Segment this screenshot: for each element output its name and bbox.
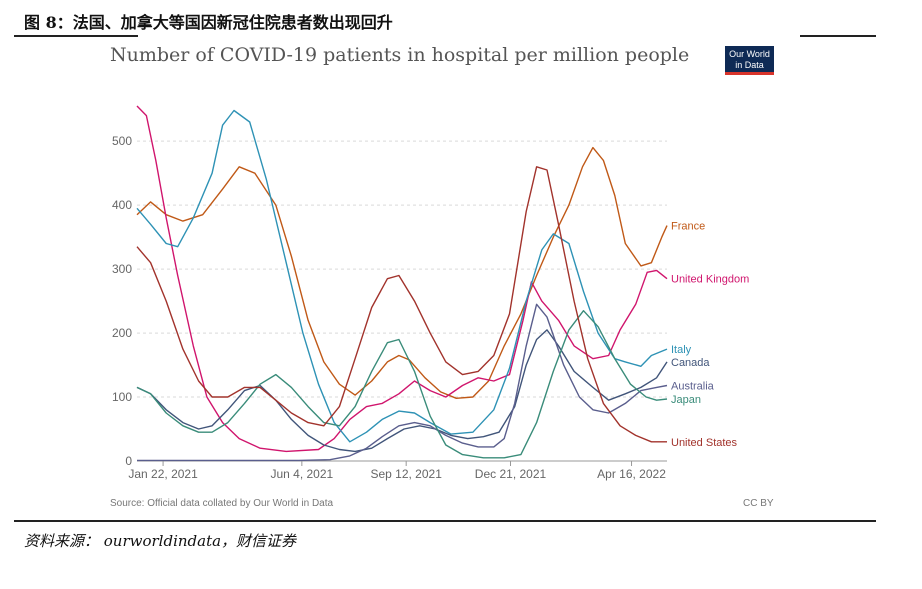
y-tick-label: 500	[112, 134, 132, 148]
x-tick-label: Jan 22, 2021	[128, 467, 198, 481]
y-tick-label: 100	[112, 390, 132, 404]
logo-line-2: in Data	[735, 60, 764, 70]
x-tick-label: Dec 21, 2021	[475, 467, 547, 481]
series-line	[137, 303, 668, 462]
y-tick-label: 0	[125, 454, 132, 468]
series-end-label: United Kingdom	[671, 274, 749, 286]
logo-line-1: Our World	[729, 49, 770, 59]
series-line	[136, 109, 668, 443]
y-tick-label: 200	[112, 326, 132, 340]
series-end-label: Canada	[671, 357, 710, 369]
series-end-label: France	[671, 221, 705, 233]
series-end-label: Italy	[671, 344, 692, 356]
series-end-label: Japan	[671, 394, 701, 406]
top-divider-right	[800, 35, 876, 37]
y-tick-label: 300	[112, 262, 132, 276]
chart-title: Number of COVID-19 patients in hospital …	[110, 44, 690, 66]
series-lines	[136, 105, 668, 462]
series-line	[136, 146, 668, 399]
y-tick-label: 400	[112, 198, 132, 212]
series-end-label: United States	[671, 437, 738, 449]
x-tick-label: Sep 12, 2021	[370, 467, 442, 481]
owid-logo: Our World in Data	[725, 46, 774, 75]
series-line	[136, 310, 668, 459]
gridlines	[137, 140, 667, 398]
x-tick-label: Jun 4, 2021	[270, 467, 333, 481]
x-tick-label: Apr 16, 2022	[597, 467, 666, 481]
series-line	[136, 329, 668, 453]
source-note: Source: Official data collated by Our Wo…	[110, 498, 334, 509]
axes: 0 100 200 300 400 500 Jan 22, 2021 Jun 4, 2021 S…	[112, 134, 667, 481]
figure-title: 图 8：法国、加拿大等国因新冠住院患者数出现回升	[24, 13, 393, 32]
series-line	[136, 166, 667, 443]
top-divider	[14, 35, 138, 37]
bottom-divider	[14, 520, 876, 522]
license-link[interactable]: CC BY	[743, 498, 774, 509]
figure-source: 资料来源： ourworldindata，财信证券	[24, 532, 297, 550]
series-end-label: Australia	[671, 381, 715, 393]
